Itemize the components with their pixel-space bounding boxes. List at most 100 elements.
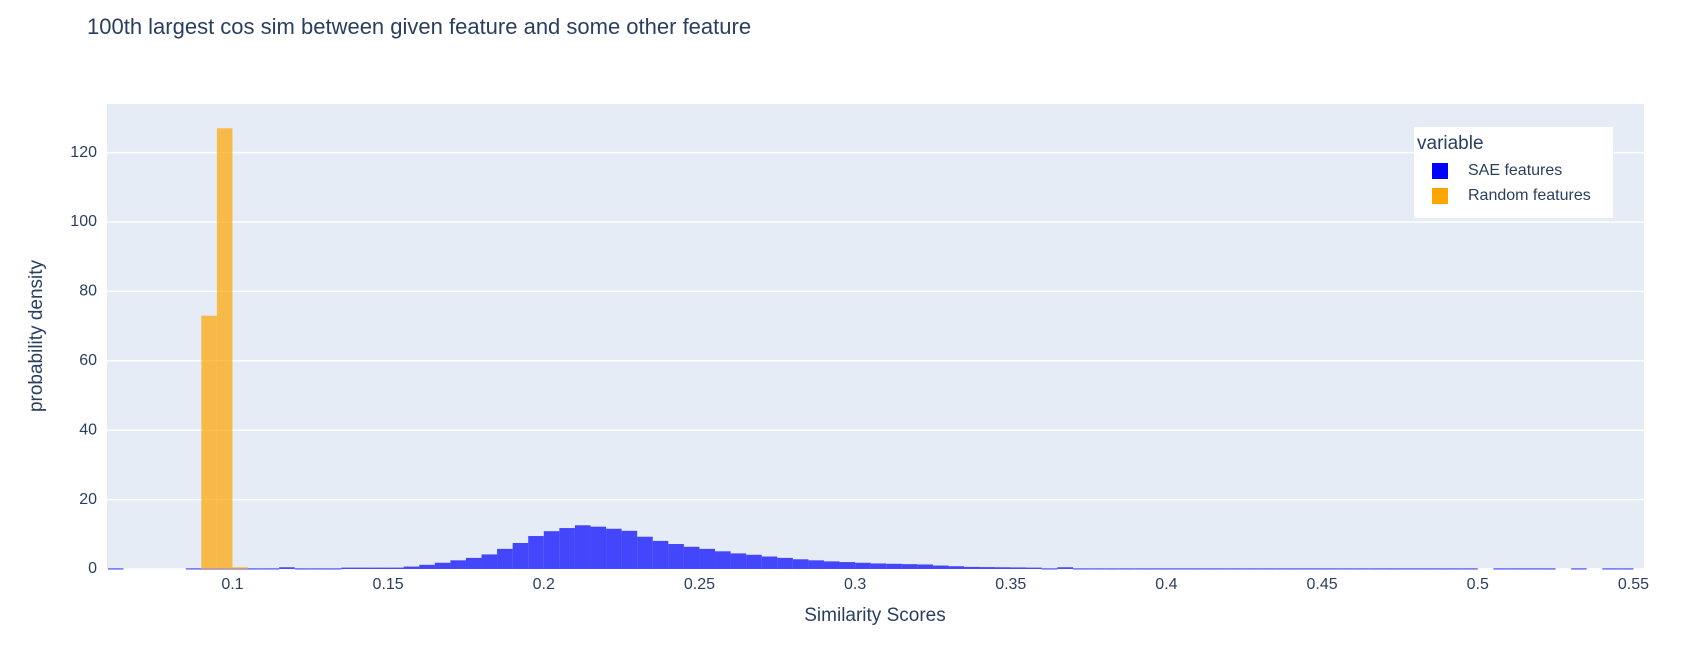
bar xyxy=(528,536,544,569)
bar xyxy=(886,563,902,569)
bar xyxy=(543,531,560,569)
bar xyxy=(1353,568,1369,570)
bar xyxy=(621,530,638,569)
x-tick-label: 0.3 xyxy=(844,576,866,593)
y-tick-label: 20 xyxy=(79,491,97,508)
bar xyxy=(1150,568,1167,570)
x-tick-label: 0.4 xyxy=(1155,576,1177,593)
bar xyxy=(1337,568,1354,570)
x-tick-label: 0.25 xyxy=(684,576,715,593)
y-tick-label: 100 xyxy=(70,213,97,230)
x-axis-title: Similarity Scores xyxy=(804,605,945,626)
bar xyxy=(979,567,996,569)
bar xyxy=(808,560,824,569)
bar xyxy=(1119,568,1136,570)
bar xyxy=(1617,568,1634,570)
bar xyxy=(1213,568,1229,570)
bar xyxy=(216,128,233,569)
bar xyxy=(995,567,1011,569)
bar xyxy=(932,565,949,569)
y-tick-label: 60 xyxy=(79,352,97,369)
bar xyxy=(964,566,980,569)
bar xyxy=(1368,568,1385,570)
bar xyxy=(1399,568,1416,570)
bar xyxy=(279,567,295,569)
plot-area xyxy=(107,104,1644,569)
bar xyxy=(730,553,747,569)
x-tick-label: 0.1 xyxy=(221,576,243,593)
bar xyxy=(465,557,482,569)
bar xyxy=(1073,568,1089,570)
legend-label: Random features xyxy=(1468,187,1591,204)
bar xyxy=(1041,568,1058,570)
bar xyxy=(746,554,762,569)
bar xyxy=(1493,568,1509,570)
grid: 0 20 40 60 80 100 120 0.1 0.15 0.2 0.25 0.3 0.35 0.4 0… xyxy=(70,144,1649,593)
bar xyxy=(699,548,716,569)
bar xyxy=(559,528,575,569)
bar xyxy=(185,568,202,570)
bar xyxy=(372,567,389,569)
bar xyxy=(388,567,404,569)
bar xyxy=(1057,567,1074,569)
legend: variable SAE features Random features xyxy=(1414,127,1613,218)
x-tick-label: 0.2 xyxy=(533,576,555,593)
bar xyxy=(715,551,731,569)
bar xyxy=(497,548,513,569)
x-tick-label: 0.55 xyxy=(1618,576,1649,593)
bar xyxy=(1275,568,1291,570)
y-axis-title: probability density xyxy=(26,259,47,412)
bar xyxy=(1010,567,1027,569)
bar xyxy=(855,562,871,569)
bar xyxy=(1228,568,1245,570)
bar xyxy=(901,564,918,569)
bar xyxy=(652,540,669,569)
bar xyxy=(1322,568,1338,570)
bar xyxy=(1290,568,1307,570)
bar xyxy=(948,566,965,569)
bar xyxy=(107,568,124,570)
bar xyxy=(1181,568,1198,570)
x-tick-label: 0.5 xyxy=(1467,576,1489,593)
y-tick-label: 120 xyxy=(70,144,97,161)
bar xyxy=(512,542,529,569)
y-tick-label: 80 xyxy=(79,283,97,300)
bar xyxy=(606,528,622,569)
bar xyxy=(637,536,653,569)
bar xyxy=(232,567,249,569)
bar xyxy=(310,568,326,570)
bar xyxy=(668,544,684,569)
bar xyxy=(1446,568,1463,570)
bar xyxy=(341,567,357,569)
bar xyxy=(1135,568,1151,570)
chart-title: 100th largest cos sim between given feat… xyxy=(87,14,751,39)
x-tick-label: 0.15 xyxy=(373,576,404,593)
bar xyxy=(1088,568,1105,570)
bar xyxy=(1540,568,1556,570)
bar xyxy=(1415,568,1432,570)
bar xyxy=(1384,568,1400,570)
bar xyxy=(1166,568,1182,570)
bar xyxy=(823,561,840,569)
bar xyxy=(481,554,498,569)
bar xyxy=(1026,567,1042,569)
x-tick-label: 0.35 xyxy=(995,576,1026,593)
bar xyxy=(1306,568,1323,570)
y-tick-label: 40 xyxy=(79,421,97,438)
x-tick-label: 0.45 xyxy=(1307,576,1338,593)
bar xyxy=(590,526,607,569)
bar xyxy=(1259,568,1276,570)
bar xyxy=(1508,568,1525,570)
bar xyxy=(683,546,700,569)
bar xyxy=(248,568,264,570)
bar xyxy=(450,560,466,569)
bar xyxy=(1602,568,1618,570)
bar xyxy=(574,525,591,569)
bar xyxy=(294,568,311,570)
bar xyxy=(1462,568,1478,570)
bar xyxy=(419,564,435,569)
bar xyxy=(201,315,217,569)
y-tick-label: 0 xyxy=(88,560,97,577)
bar xyxy=(792,559,809,569)
